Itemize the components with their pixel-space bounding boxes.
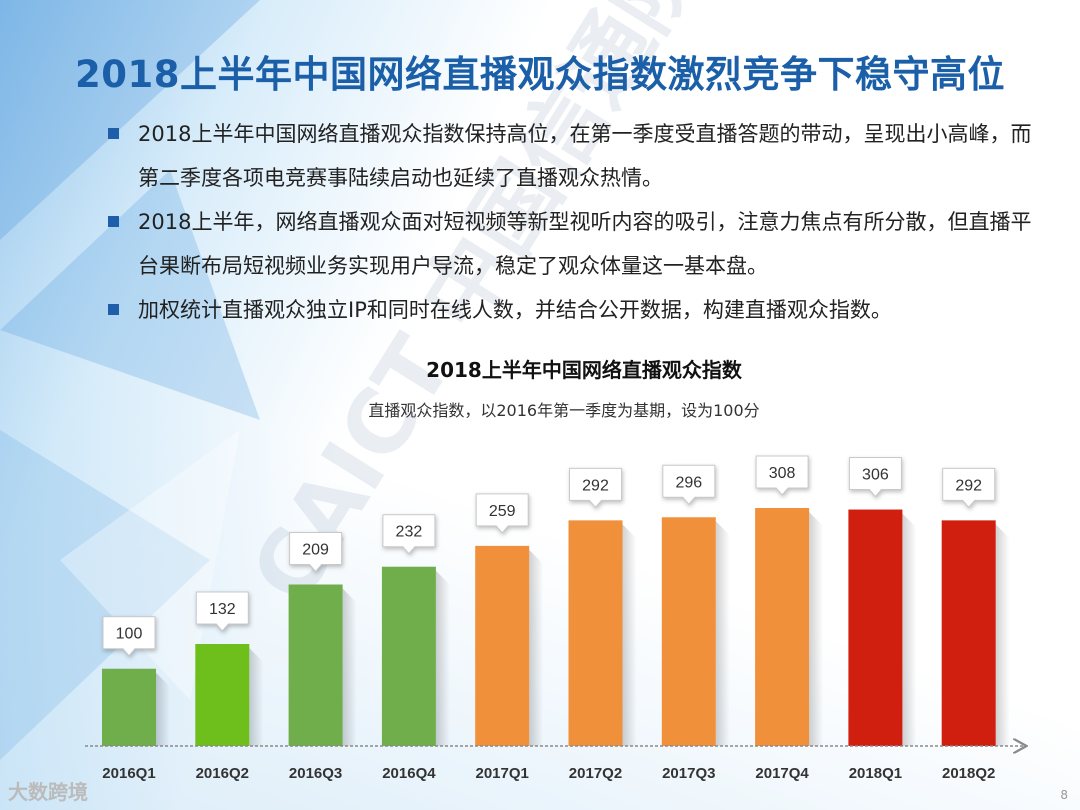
- data-label: 292: [582, 477, 609, 494]
- bar-2016Q2: [195, 644, 250, 746]
- bullet-item: 2018上半年，网络直播观众面对短视频等新型视听内容的吸引，注意力焦点有所分散，…: [108, 200, 1043, 288]
- data-label-callout: [382, 514, 436, 555]
- data-label-callout: [102, 616, 156, 657]
- bullet-text: 2018上半年，网络直播观众面对短视频等新型视听内容的吸引，注意力焦点有所分散，…: [138, 210, 1032, 278]
- chart-title: 2018上半年中国网络直播观众指数: [426, 358, 742, 382]
- data-label: 232: [396, 524, 423, 541]
- bar-shadow: [809, 512, 824, 746]
- page-number: 8: [1060, 788, 1068, 802]
- chart-subtitle: 直播观众指数，以2016年第一季度为基期，设为100分: [368, 401, 760, 420]
- bullet-text: 2018上半年中国网络直播观众指数保持高位，在第一季度受直播答题的带动，呈现出小…: [138, 122, 1032, 190]
- bar-2018Q1: [848, 509, 903, 746]
- bar-2017Q1: [475, 545, 530, 746]
- x-tick-label: 2018Q1: [849, 765, 902, 782]
- bar-2016Q1: [102, 668, 156, 746]
- bullet-square-icon: [108, 304, 119, 315]
- data-label: 296: [675, 474, 702, 491]
- bullet-text: 加权统计直播观众独立IP和同时在线人数，并结合公开数据，构建直播观众指数。: [138, 298, 892, 322]
- bar-shadow: [342, 588, 357, 746]
- bullet-list: 2018上半年中国网络直播观众指数保持高位，在第一季度受直播答题的带动，呈现出小…: [108, 112, 1043, 332]
- data-label: 292: [955, 477, 982, 494]
- data-label: 306: [862, 467, 889, 484]
- bullet-item: 2018上半年中国网络直播观众指数保持高位，在第一季度受直播答题的带动，呈现出小…: [108, 112, 1043, 200]
- bar-2017Q2: [568, 520, 623, 746]
- x-tick-label: 2017Q1: [476, 765, 529, 782]
- data-label-callout: [289, 532, 343, 573]
- x-tick-label: 2017Q2: [569, 765, 622, 782]
- bar-2017Q3: [661, 517, 716, 746]
- bar-2018Q2: [941, 520, 996, 746]
- data-label-callout: [569, 467, 622, 509]
- bar-shadow: [156, 672, 170, 746]
- x-tick-label: 2016Q4: [382, 765, 436, 782]
- data-label-callout: [942, 467, 996, 509]
- data-label: 132: [209, 601, 236, 618]
- bar-shadow: [995, 524, 1010, 746]
- bar-shadow: [529, 549, 544, 746]
- bar-shadow: [715, 521, 730, 746]
- bar-shadow: [249, 648, 264, 746]
- x-tick-label: 2016Q1: [102, 765, 155, 782]
- bar-shadow: [622, 524, 637, 746]
- bar-2016Q3: [288, 584, 343, 746]
- bullet-square-icon: [108, 216, 119, 227]
- bullet-square-icon: [108, 128, 119, 139]
- data-label: 259: [489, 503, 516, 520]
- x-tick-label: 2017Q4: [755, 765, 809, 782]
- bar-shadow: [435, 570, 450, 746]
- bar-shadow: [902, 513, 917, 746]
- data-label: 209: [302, 542, 329, 559]
- data-label-callout: [475, 493, 529, 534]
- data-label: 308: [769, 465, 796, 482]
- data-label-callout: [848, 457, 902, 498]
- x-tick-label: 2017Q3: [662, 765, 715, 782]
- brand-logo: 大数跨境: [8, 780, 88, 804]
- bullet-item: 加权统计直播观众独立IP和同时在线人数，并结合公开数据，构建直播观众指数。: [108, 288, 1043, 332]
- data-label-callout: [755, 455, 809, 496]
- x-tick-label: 2016Q3: [289, 765, 342, 782]
- x-tick-label: 2018Q2: [942, 765, 995, 782]
- x-tick-label: 2016Q2: [196, 765, 249, 782]
- data-label-callout: [195, 591, 249, 632]
- data-label-callout: [662, 464, 716, 506]
- page-title: 2018上半年中国网络直播观众指数激烈竞争下稳守高位: [75, 53, 1005, 96]
- bar-2016Q4: [381, 566, 436, 746]
- bar-2017Q4: [755, 508, 810, 746]
- data-label: 100: [116, 626, 143, 643]
